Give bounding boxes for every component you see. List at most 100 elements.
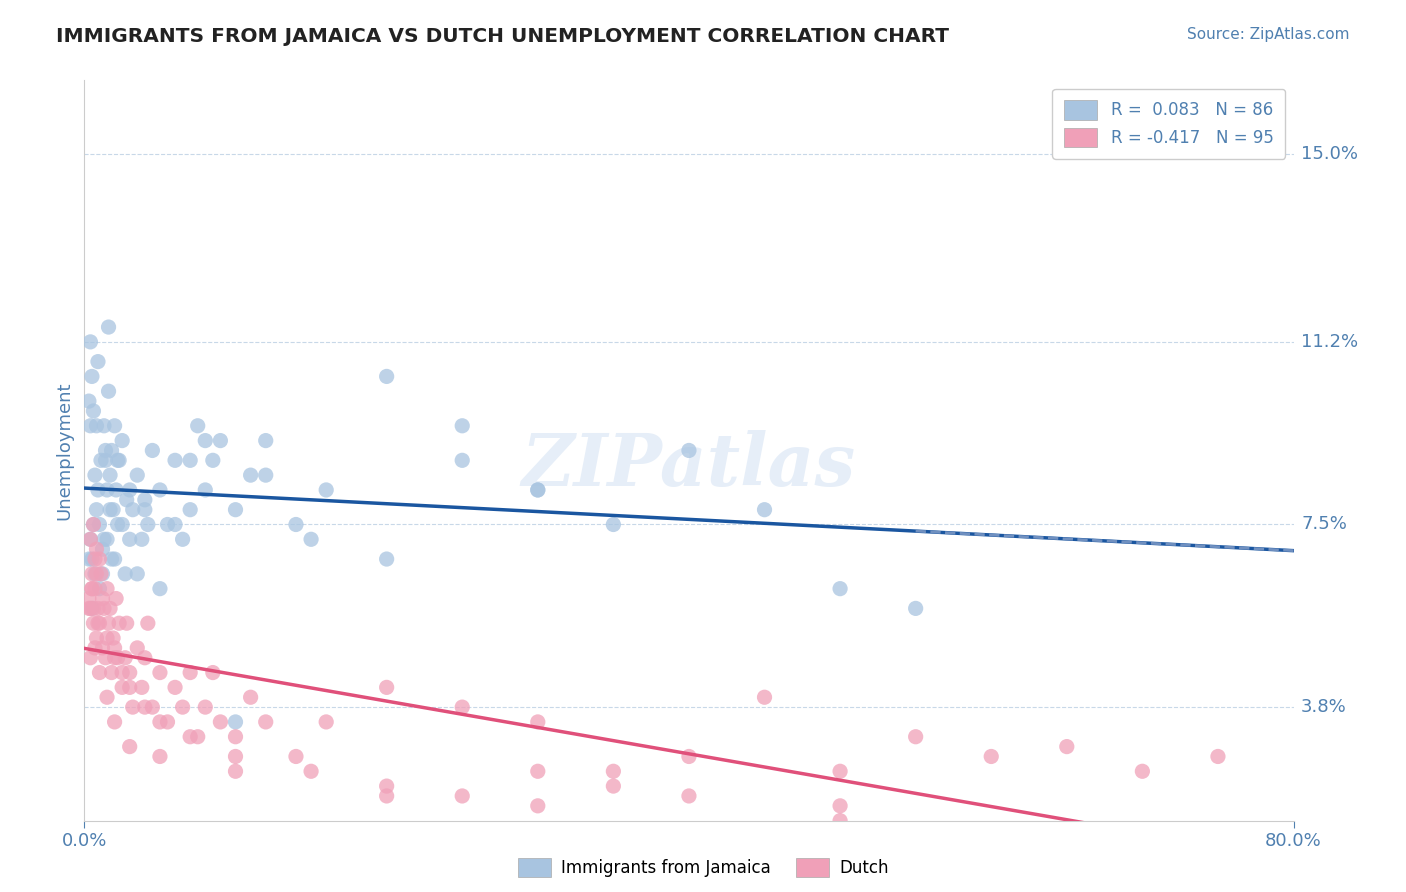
Point (97, 384, 120, 399)
Point (194, 483, 217, 497)
Point (179, 502, 201, 516)
Point (98, 468, 121, 483)
Point (127, 640, 149, 655)
Point (93, 418, 115, 433)
Point (254, 434, 277, 448)
Text: 15.0%: 15.0% (1301, 145, 1358, 163)
Point (172, 533, 194, 547)
Point (194, 700, 217, 714)
Legend: Immigrants from Jamaica, Dutch: Immigrants from Jamaica, Dutch (510, 851, 896, 884)
Point (82, 517, 104, 532)
Point (375, 681, 398, 695)
Point (82, 517, 104, 532)
Point (98, 502, 121, 516)
Point (602, 517, 624, 532)
Point (86, 418, 108, 433)
Point (165, 517, 187, 532)
Point (201, 665, 224, 680)
Point (299, 764, 322, 779)
Point (141, 700, 163, 714)
Point (451, 789, 474, 803)
Point (79, 533, 101, 547)
Point (285, 517, 308, 532)
Point (375, 779, 398, 793)
Point (527, 483, 550, 497)
Point (87, 354, 110, 368)
Point (225, 714, 247, 729)
Point (830, 764, 852, 779)
Point (225, 749, 247, 764)
Point (77, 601, 100, 615)
Point (149, 714, 172, 729)
Point (225, 730, 247, 744)
Point (89, 665, 111, 680)
Point (830, 582, 852, 596)
Point (127, 566, 149, 581)
Point (118, 739, 141, 754)
Point (115, 492, 138, 507)
Point (98, 601, 121, 615)
Point (104, 552, 127, 566)
Point (100, 443, 122, 458)
Point (86, 542, 108, 557)
Point (108, 616, 131, 631)
Point (285, 749, 308, 764)
Point (156, 714, 179, 729)
Text: ZIPatlas: ZIPatlas (522, 430, 856, 500)
Point (77, 552, 100, 566)
Point (101, 502, 124, 516)
Point (131, 533, 153, 547)
Point (107, 650, 129, 665)
Point (121, 502, 143, 516)
Text: 7.5%: 7.5% (1301, 516, 1347, 533)
Point (93, 533, 115, 547)
Point (84, 566, 107, 581)
Point (602, 779, 624, 793)
Point (134, 700, 156, 714)
Point (1132, 764, 1154, 779)
Point (172, 700, 194, 714)
Point (179, 665, 201, 680)
Point (149, 665, 172, 680)
Point (89, 582, 111, 596)
Point (87, 616, 110, 631)
Point (90, 566, 112, 581)
Point (101, 631, 124, 645)
Point (527, 798, 550, 813)
Point (118, 483, 141, 497)
Point (104, 714, 127, 729)
Point (86, 502, 108, 516)
Point (107, 517, 129, 532)
Point (179, 453, 201, 467)
Point (149, 749, 172, 764)
Point (678, 443, 700, 458)
Point (602, 764, 624, 779)
Point (299, 533, 322, 547)
Point (225, 502, 247, 516)
Text: Source: ZipAtlas.com: Source: ZipAtlas.com (1187, 27, 1350, 42)
Point (111, 517, 134, 532)
Point (904, 601, 927, 615)
Point (86, 566, 108, 581)
Point (82, 404, 104, 418)
Point (375, 552, 398, 566)
Point (754, 502, 776, 516)
Point (96, 533, 118, 547)
Point (84, 640, 107, 655)
Point (79, 650, 101, 665)
Point (754, 690, 776, 705)
Point (830, 814, 852, 828)
Point (141, 443, 163, 458)
Text: 3.8%: 3.8% (1301, 698, 1347, 716)
Point (91, 640, 114, 655)
Point (165, 453, 187, 467)
Point (118, 533, 141, 547)
Point (89, 517, 111, 532)
Point (91, 542, 114, 557)
Point (105, 483, 128, 497)
Point (904, 730, 927, 744)
Point (84, 582, 107, 596)
Point (79, 418, 101, 433)
Point (80, 566, 103, 581)
Point (134, 502, 156, 516)
